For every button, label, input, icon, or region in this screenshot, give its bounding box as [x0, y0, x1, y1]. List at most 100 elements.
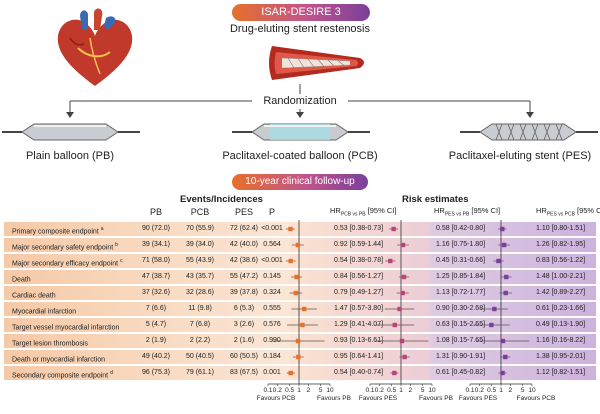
hr2-value: 0.58 [0.42-0.80]	[436, 225, 486, 232]
table-row: Myocardial infarction 7 (6.6) 11 (9.8) 6…	[4, 302, 596, 316]
pcb-value: 43 (35.7)	[185, 273, 215, 280]
hr-point	[300, 322, 305, 328]
tick-label: 2	[409, 387, 413, 394]
pes-value: 42 (40.0)	[229, 241, 259, 248]
endpoint-label: Death	[12, 276, 31, 284]
tick-label: 0.1	[465, 387, 474, 394]
pes-value: 39 (37.8)	[229, 289, 259, 296]
p-value: 0.324	[263, 289, 281, 296]
pes-value: 42 (38.6)	[229, 257, 259, 264]
favours-left-label: Favours PCB	[257, 395, 296, 402]
p-value: 0.576	[263, 321, 281, 328]
p-value: 0.001	[263, 369, 281, 376]
table-row: Target vessel myocardial infarction 5 (4…	[4, 318, 596, 332]
favours-left-label: Favours PES	[359, 395, 398, 402]
col-pb: PB	[149, 207, 162, 217]
hr3-sub: PES vs PCB	[546, 211, 575, 218]
pb-value: 37 (32.6)	[141, 289, 171, 296]
pb-value: 39 (34.1)	[141, 241, 171, 248]
study-title-badge: ISAR-DESIRE 3	[232, 4, 370, 21]
pcb-value: 11 (9.8)	[188, 305, 212, 312]
hr2-value: 1.13 [0.72-1.77]	[436, 289, 486, 296]
hr1-value: 0.53 [0.38-0.73]	[334, 225, 384, 232]
tick-label: 5	[421, 387, 425, 394]
tick-label: 0.5	[487, 387, 496, 394]
pcb-value: 50 (40.5)	[185, 353, 215, 360]
endpoint-label: Major secondary safety endpoint b	[12, 242, 118, 252]
pes-value: 83 (67.5)	[229, 369, 259, 376]
hr1-value: 1.29 [0.41-4.07]	[334, 321, 384, 328]
endpoint-label: Target lesion thrombosis	[12, 340, 88, 348]
pb-value: 90 (72.0)	[141, 225, 171, 232]
endpoint-label: Primary composite endpoint a	[12, 226, 104, 236]
pes-value: 55 (47.2)	[229, 273, 259, 280]
tick-label: 2	[307, 387, 311, 394]
arm-label-pes: Paclitaxel-eluting stent (PES)	[448, 150, 592, 162]
hr1-suffix: [95% CI]	[365, 206, 397, 215]
hr2-value: 1.31 [0.90-1.91]	[436, 353, 486, 360]
col-hr2: HRPES vs PB [95% CI]	[434, 206, 500, 218]
hr-point	[402, 354, 407, 360]
hr1-value: 0.92 [0.59-1.44]	[334, 241, 384, 248]
hr-point	[400, 242, 406, 248]
devices-illustration	[2, 123, 598, 141]
hr2-value: 1.25 [0.85-1.84]	[436, 273, 486, 280]
col-pes: PES	[234, 207, 253, 217]
col-hr1: HRPCB vs PB [95% CI]	[330, 206, 396, 218]
hr3-value: 1.26 [0.82-1.95]	[536, 241, 586, 248]
endpoint-label: Secondary composite endpoint d	[12, 370, 113, 380]
hr3-value: 1.16 [0.16-8.22]	[536, 337, 586, 344]
favours-right-label: Favours PCB	[517, 395, 556, 402]
hr3-value: 1.48 [1.00-2.21]	[536, 273, 586, 280]
hr3-value: 1.12 [0.82-1.51]	[536, 369, 586, 376]
hr-point	[293, 290, 299, 296]
hr2-prefix: HR	[434, 206, 445, 215]
p-value: <0.001	[261, 225, 283, 232]
hr-point	[503, 290, 508, 296]
pb-value: 49 (40.2)	[141, 353, 171, 360]
hr2-value: 0.45 [0.31-0.66]	[436, 257, 486, 264]
tick-label: 0.1	[263, 387, 272, 394]
tick-label: 2	[509, 387, 513, 394]
tick-label: 1	[499, 387, 503, 394]
hr1-value: 0.54 [0.38-0.78]	[334, 257, 384, 264]
tick-label: 0.2	[475, 387, 484, 394]
pcb-value: 2 (2.2)	[189, 337, 211, 344]
tick-label: 1	[297, 387, 301, 394]
hr-point	[288, 370, 293, 376]
pcb-value: 7 (6.8)	[189, 321, 211, 328]
endpoint-label: Myocardial infarction	[12, 308, 77, 316]
hr2-suffix: [95% CI]	[469, 206, 501, 215]
hr1-value: 0.54 [0.40-0.74]	[334, 369, 384, 376]
hr3-value: 1.42 [0.89-2.27]	[536, 289, 586, 296]
hr3-value: 0.83 [0.56-1.22]	[536, 257, 586, 264]
tick-label: 10	[528, 387, 536, 394]
hr1-value: 0.93 [0.13-6.61]	[334, 337, 384, 344]
hr-point	[301, 306, 307, 312]
table-row: Cardiac death 37 (32.6) 32 (28.6) 39 (37…	[4, 286, 596, 300]
pb-value: 96 (75.3)	[141, 369, 171, 376]
followup-badge: 10-year clinical follow-up	[232, 174, 368, 190]
pcb-value: 32 (28.6)	[185, 289, 215, 296]
hr-point	[392, 322, 397, 328]
hr3-value: 1.38 [0.95-2.01]	[536, 353, 586, 360]
table-row: Major secondary safety endpoint b 39 (34…	[4, 238, 596, 252]
pcb-value: 79 (61.1)	[185, 369, 215, 376]
arm-label-pcb: Paclitaxel-coated balloon (PCB)	[222, 150, 378, 162]
pcb-value: 70 (55.9)	[185, 225, 215, 232]
p-value: <0.001	[261, 257, 283, 264]
hr2-value: 0.63 [0.15-2.65]	[436, 321, 486, 328]
hr3-value: 0.49 [0.13-1.90]	[536, 321, 586, 328]
pb-value: 2 (1.9)	[145, 337, 167, 344]
pes-value: 60 (50.5)	[229, 353, 259, 360]
hr-point	[392, 370, 397, 376]
pes-value: 3 (2.6)	[233, 321, 255, 328]
arm-label-pb: Plain balloon (PB)	[25, 150, 115, 162]
col-p: P	[268, 207, 275, 217]
hr1-prefix: HR	[330, 206, 341, 215]
hr-point	[400, 290, 405, 296]
hr-point	[295, 338, 301, 344]
col-pcb: PCB	[190, 207, 210, 217]
hr-point	[500, 338, 506, 344]
